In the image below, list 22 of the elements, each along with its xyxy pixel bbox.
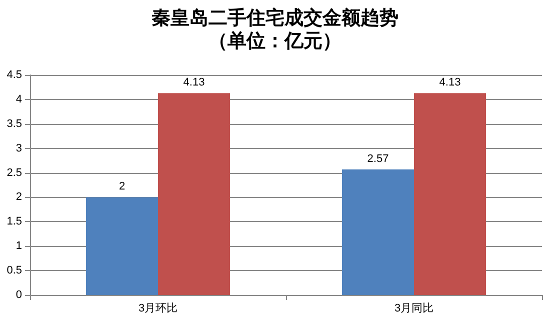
y-tick-label: 3.5: [6, 118, 22, 130]
x-tick-label: 3月环比: [138, 302, 178, 314]
y-tick-label: 1: [16, 240, 22, 252]
y-tick-label: 4.5: [6, 69, 22, 81]
data-label: 2.57: [367, 152, 389, 165]
y-tick-label: 0.5: [6, 264, 22, 277]
bar: [86, 197, 158, 295]
y-tick-label: 4: [16, 93, 22, 106]
y-tick-label: 3: [16, 142, 22, 154]
y-tick-label: 2: [16, 191, 22, 204]
bar: [158, 93, 230, 295]
bar: [414, 93, 486, 295]
chart-title: 秦皇岛二手住宅成交金额趋势: [152, 7, 398, 29]
x-tick-label: 3月同比: [394, 302, 434, 314]
chart-subtitle: （单位：亿元）: [208, 30, 342, 52]
bar: [342, 169, 414, 295]
data-label: 4.13: [183, 76, 205, 89]
y-tick-label: 1.5: [6, 216, 22, 228]
data-label: 2: [118, 180, 126, 193]
y-tick-label: 2.5: [6, 166, 22, 179]
y-tick-label: 0: [16, 289, 22, 301]
data-label: 4.13: [439, 76, 461, 89]
